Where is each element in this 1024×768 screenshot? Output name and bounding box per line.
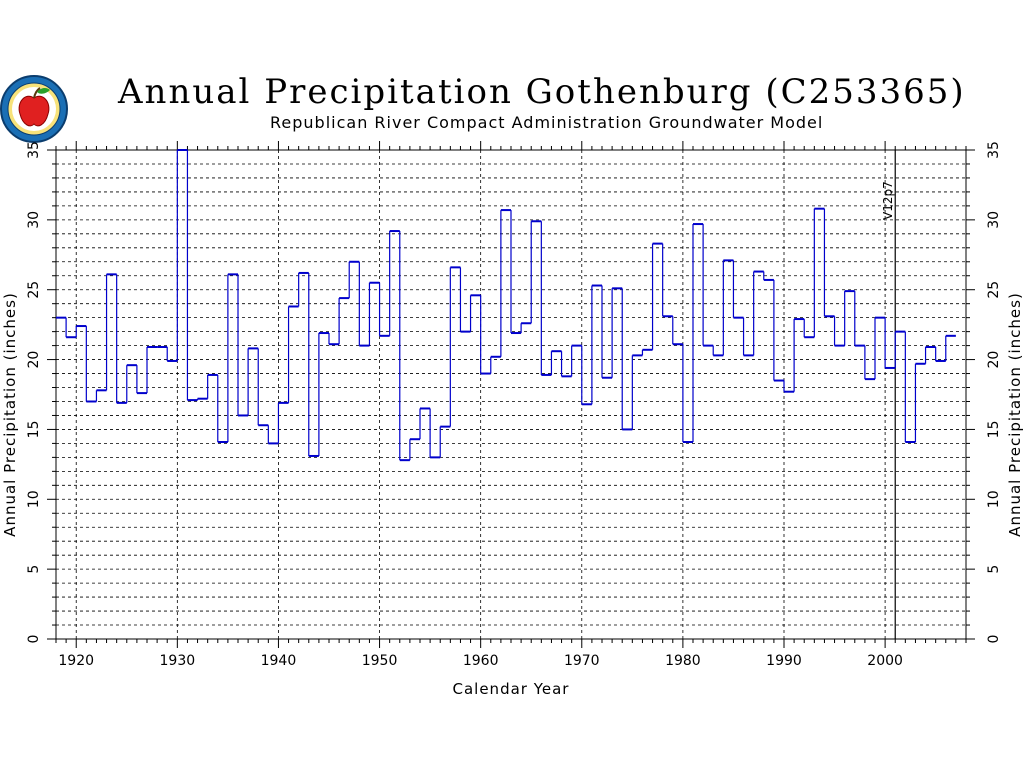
x-tick-label: 1920 <box>58 653 94 669</box>
x-tick-label: 1930 <box>160 653 196 669</box>
y-tick-label-right: 0 <box>986 635 1002 644</box>
y-tick-label-right: 15 <box>986 421 1002 439</box>
y-tick-label-right: 10 <box>986 490 1002 508</box>
x-tick-label: 1940 <box>261 653 297 669</box>
y-tick-label-right: 30 <box>986 211 1002 229</box>
y-tick-label-left: 0 <box>26 635 42 644</box>
x-tick-label: 1960 <box>463 653 499 669</box>
y-axis-label-left: Annual Precipitation (inches) <box>1 292 19 537</box>
apple-seal-logo <box>0 75 68 143</box>
y-tick-label-right: 35 <box>986 141 1002 159</box>
y-tick-label-left: 30 <box>26 211 42 229</box>
x-tick-label: 1970 <box>564 653 600 669</box>
chart-subtitle: Republican River Compact Administration … <box>270 113 824 132</box>
y-tick-label-left: 15 <box>26 421 42 439</box>
chart-title: Annual Precipitation Gothenburg (C253365… <box>118 72 966 112</box>
y-tick-label-left: 5 <box>26 565 42 574</box>
y-tick-label-left: 35 <box>26 141 42 159</box>
axis-labels: 1920 1930 1940 1950 1960 1970 1980 1990 2000 0 0 5 5… <box>1 141 1024 698</box>
y-tick-label-right: 20 <box>986 351 1002 369</box>
grid-layer <box>56 150 966 639</box>
precipitation-series <box>56 149 956 462</box>
y-tick-label-left: 25 <box>26 281 42 299</box>
axes-layer <box>47 141 975 648</box>
x-tick-label: 1990 <box>766 653 802 669</box>
y-axis-label-right: Annual Precipitation (inches) <box>1006 292 1024 537</box>
y-tick-label-right: 5 <box>986 565 1002 574</box>
y-tick-label-right: 25 <box>986 281 1002 299</box>
x-axis-label: Calendar Year <box>453 680 570 698</box>
version-marker-label: V12p7 <box>881 181 895 220</box>
x-tick-label: 2000 <box>867 653 903 669</box>
x-tick-label: 1950 <box>362 653 398 669</box>
x-tick-label: 1980 <box>665 653 701 669</box>
y-tick-label-left: 20 <box>26 351 42 369</box>
y-tick-label-left: 10 <box>26 490 42 508</box>
